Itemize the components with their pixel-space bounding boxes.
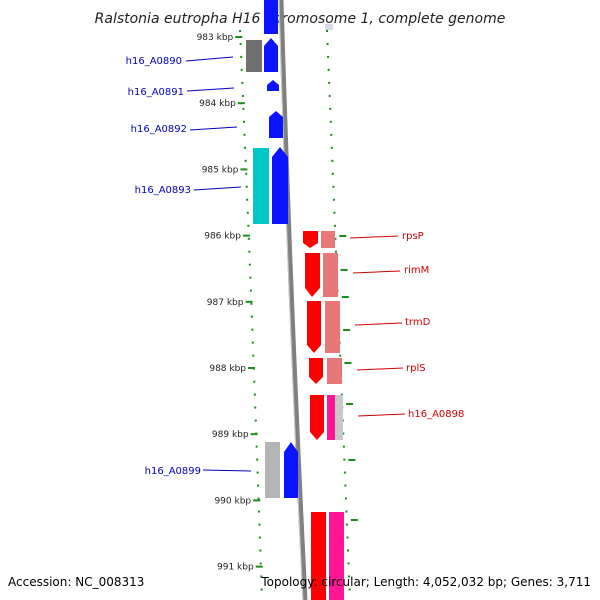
kbp-tick-label: 986 kbp <box>204 232 241 242</box>
leader-a0893 <box>193 186 242 191</box>
label-rimM: rimM <box>404 265 429 276</box>
genome-summary-text: Topology: circular; Length: 4,052,032 bp… <box>260 575 591 589</box>
map-title: Ralstonia eutropha H16 chromosome 1, com… <box>95 11 506 27</box>
feature-a0893 <box>272 147 288 224</box>
feature-a0899-grey <box>265 442 280 498</box>
feature-a0899 <box>284 442 298 498</box>
feature-a0891 <box>267 80 279 91</box>
feature-a0898-grey <box>335 395 343 440</box>
label-a0898: h16_A0898 <box>408 409 464 420</box>
reverse-features <box>303 231 344 600</box>
feature-a0892 <box>269 111 283 138</box>
feature-bottom-red <box>311 512 326 600</box>
feature-rplS <box>309 358 323 384</box>
kbp-ticks: 983 kbp 984 kbp 985 kbp 986 kbp 987 kbp 988 k… <box>197 33 358 573</box>
feature-top-overflow <box>264 0 278 34</box>
kbp-tick-label: 991 kbp <box>217 563 254 573</box>
feature-trmD-light <box>325 301 340 353</box>
leader-rplS <box>356 367 404 371</box>
label-rplS: rplS <box>406 363 426 374</box>
feature-rpsP <box>303 231 318 248</box>
genome-backbone-highlight <box>278 0 304 600</box>
feature-rimM <box>305 253 320 297</box>
genome-backbone <box>278 0 308 600</box>
kbp-tick-label: 989 kbp <box>212 430 249 440</box>
kbp-tick-label: 985 kbp <box>202 165 239 175</box>
accession-text: Accession: NC_008313 <box>8 575 144 589</box>
forward-features <box>246 38 298 498</box>
leader-a0892 <box>189 126 238 131</box>
leader-a0890 <box>185 56 234 62</box>
kbp-tick-label: 987 kbp <box>207 298 244 308</box>
leader-a0898 <box>357 413 406 417</box>
feature-rpsP-light <box>321 231 335 248</box>
feature-a0898-pink <box>327 395 335 440</box>
feature-rplS-light <box>327 358 342 384</box>
feature-bottom-pink <box>329 512 344 600</box>
feature-top-overflow-right <box>325 24 333 30</box>
label-a0892: h16_A0892 <box>131 124 187 135</box>
feature-a0890-grey <box>246 40 262 72</box>
leader-a0899 <box>202 469 252 472</box>
leader-a0891 <box>186 87 235 92</box>
feature-a0898 <box>310 395 324 440</box>
leader-rpsP <box>349 235 399 239</box>
label-trmD: trmD <box>405 317 431 328</box>
feature-a0893-light <box>253 148 269 224</box>
kbp-tick-label: 988 kbp <box>209 364 246 374</box>
label-rpsP: rpsP <box>402 231 424 242</box>
kbp-tick-label: 990 kbp <box>214 496 251 506</box>
label-a0891: h16_A0891 <box>128 87 184 98</box>
feature-trmD <box>307 301 321 353</box>
ring-left-outer <box>239 29 263 600</box>
label-a0890: h16_A0890 <box>126 56 182 67</box>
gene-labels: h16_A0890 h16_A0891 h16_A0892 h16_A0893 … <box>126 56 465 477</box>
label-a0893: h16_A0893 <box>135 185 191 196</box>
kbp-tick-label: 984 kbp <box>199 99 236 109</box>
leader-rimM <box>352 270 401 274</box>
kbp-tick-label: 983 kbp <box>197 33 234 43</box>
feature-a0890 <box>264 38 278 72</box>
label-a0899: h16_A0899 <box>145 466 201 477</box>
leader-trmD <box>354 322 403 326</box>
feature-rimM-light <box>323 253 338 297</box>
